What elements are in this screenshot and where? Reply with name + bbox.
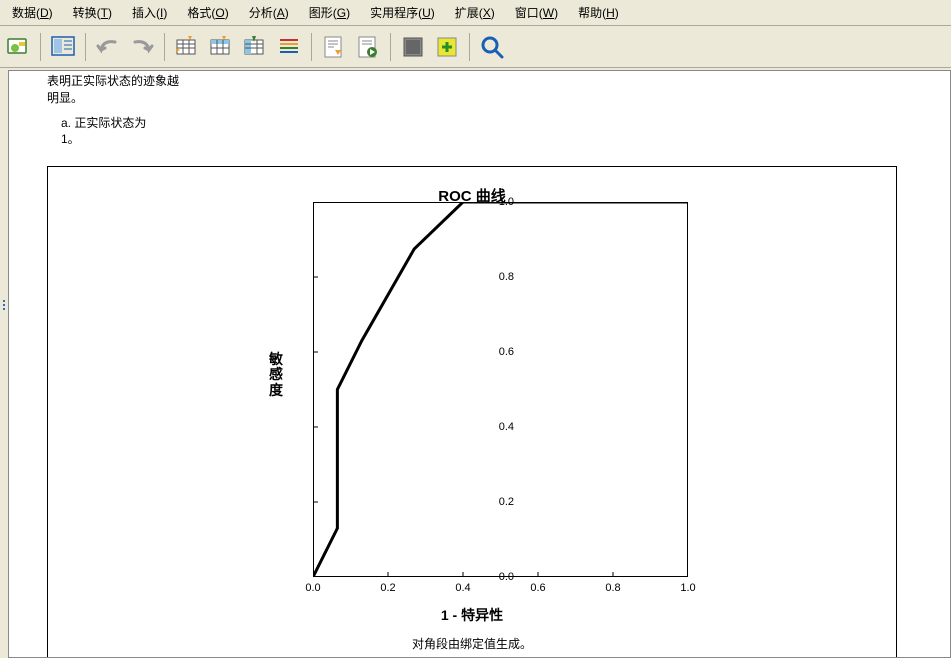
menu-a[interactable]: 分析(A) [239, 1, 299, 24]
menu-i[interactable]: 插入(I) [122, 1, 177, 24]
x-tick-label: 0.4 [448, 582, 478, 594]
note-item-a: a. 正实际状态为 1。 [61, 115, 942, 149]
y-tick-label: 0.4 [484, 421, 514, 433]
menu-h[interactable]: 帮助(H) [568, 1, 629, 24]
add-button[interactable] [433, 33, 461, 61]
toolbar-separator [85, 33, 86, 61]
undo-button[interactable] [94, 33, 122, 61]
roc-chart[interactable]: ROC 曲线 敏感度 1 - 特异性 对角段由绑定值生成。 0.00.20.40… [47, 166, 897, 658]
menu-u[interactable]: 实用程序(U) [360, 1, 445, 24]
x-tick-label: 1.0 [673, 582, 703, 594]
menu-x[interactable]: 扩展(X) [445, 1, 505, 24]
toolbar-separator [390, 33, 391, 61]
y-tick-label: 0.6 [484, 346, 514, 358]
menu-t[interactable]: 转换(T) [63, 1, 122, 24]
menu-g[interactable]: 图形(G) [299, 1, 360, 24]
toolbar [0, 26, 951, 68]
menu-bar: 数据(D)转换(T)插入(I)格式(O)分析(A)图形(G)实用程序(U)扩展(… [0, 0, 951, 26]
menu-d[interactable]: 数据(D) [2, 1, 63, 24]
x-tick-label: 0.2 [373, 582, 403, 594]
note-text: 表明正实际状态的迹象越 明显。 [47, 73, 942, 107]
redo-button[interactable] [128, 33, 156, 61]
menu-w[interactable]: 窗口(W) [505, 1, 568, 24]
toolbar-separator [40, 33, 41, 61]
toolbar-separator [469, 33, 470, 61]
goto-data-button[interactable] [173, 33, 201, 61]
x-tick-label: 0.0 [298, 582, 328, 594]
toolbar-separator [164, 33, 165, 61]
splitter-handle[interactable] [0, 295, 8, 315]
y-tick-label: 1.0 [484, 196, 514, 208]
y-axis-label: 敏感度 [268, 352, 284, 398]
toolbar-separator [311, 33, 312, 61]
plot-area [313, 202, 688, 577]
preview-button[interactable] [49, 33, 77, 61]
output-viewer: 表明正实际状态的迹象越 明显。 a. 正实际状态为 1。 ROC 曲线 敏感度 … [8, 70, 951, 658]
y-tick-label: 0.0 [484, 571, 514, 583]
goto-variable-button[interactable] [241, 33, 269, 61]
x-axis-label: 1 - 特异性 [48, 605, 896, 625]
chart-footnote: 对角段由绑定值生成。 [48, 635, 896, 652]
x-tick-label: 0.8 [598, 582, 628, 594]
select-button[interactable] [399, 33, 427, 61]
x-tick-label: 0.6 [523, 582, 553, 594]
y-tick-label: 0.8 [484, 271, 514, 283]
search-button[interactable] [478, 33, 506, 61]
variables-button[interactable] [275, 33, 303, 61]
run-syntax-button[interactable] [354, 33, 382, 61]
open-file-button[interactable] [4, 33, 32, 61]
goto-case-button[interactable] [207, 33, 235, 61]
run-script-button[interactable] [320, 33, 348, 61]
menu-o[interactable]: 格式(O) [177, 1, 238, 24]
y-tick-label: 0.2 [484, 496, 514, 508]
output-document: 表明正实际状态的迹象越 明显。 a. 正实际状态为 1。 [47, 73, 942, 148]
